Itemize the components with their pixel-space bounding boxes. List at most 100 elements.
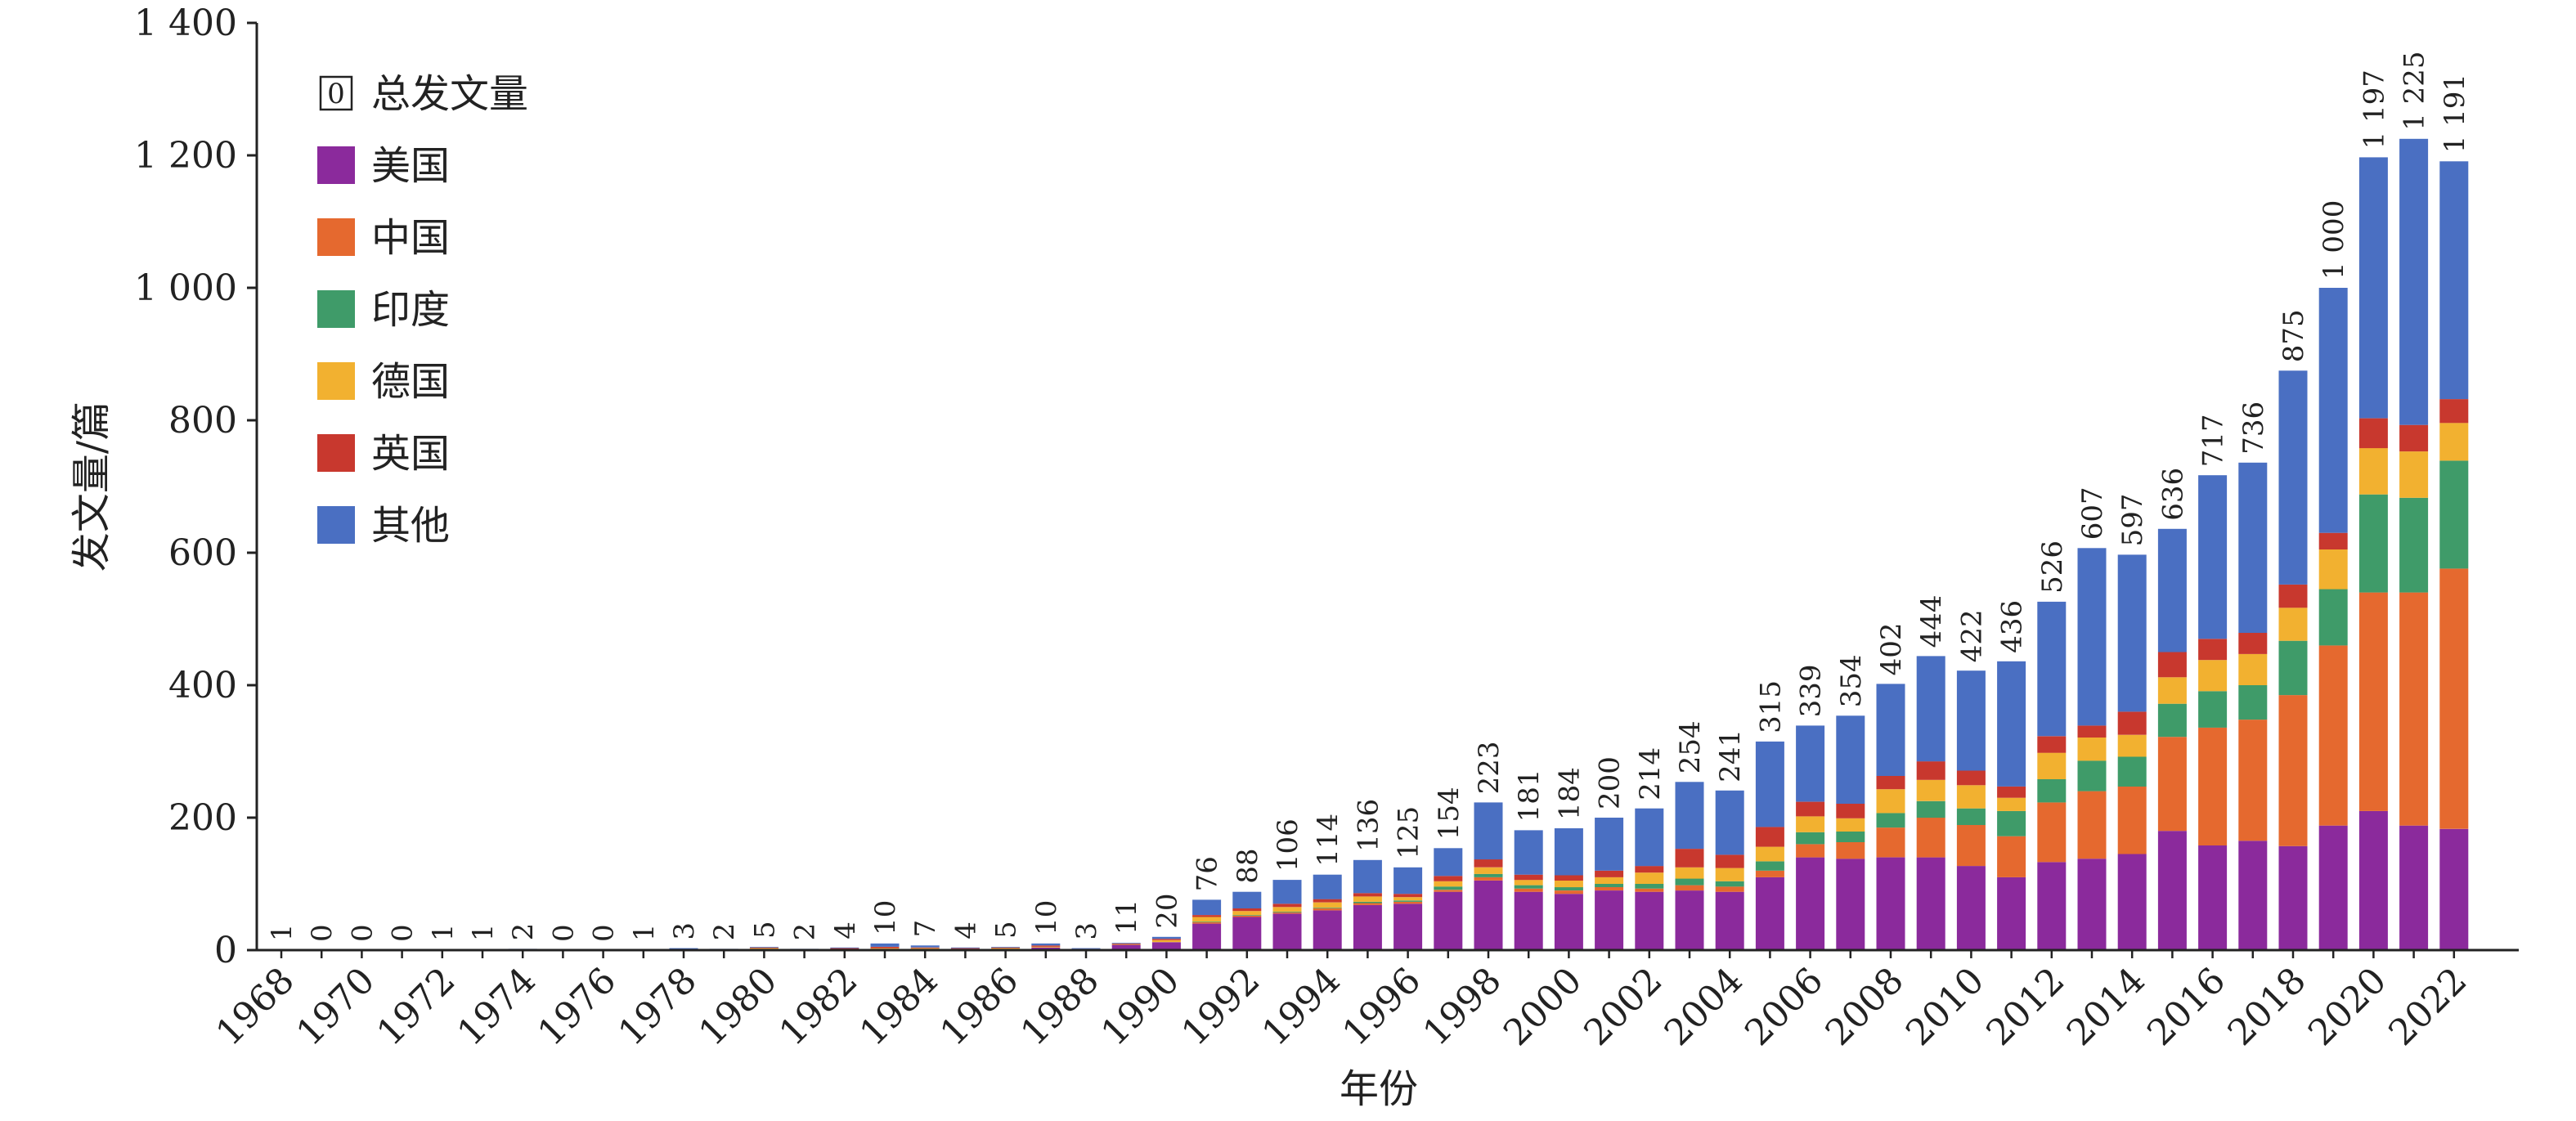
x-tick-label: 2008 (1818, 960, 1912, 1054)
total-data-label: 214 (1634, 747, 1667, 800)
bar-segment (2198, 660, 2228, 692)
bar-segment (1635, 872, 1664, 884)
bar-segment (1393, 900, 1423, 902)
bar-segment (870, 948, 900, 949)
total-data-label: 0 (588, 924, 621, 942)
legend-swatch (317, 146, 355, 184)
total-data-label: 422 (1955, 609, 1988, 662)
total-data-label: 636 (2156, 468, 2189, 521)
bar-segment (1997, 786, 2026, 798)
legend-swatch (317, 434, 355, 472)
total-data-label: 1 197 (2358, 70, 2390, 149)
total-data-label: 106 (1272, 818, 1304, 872)
total-data-label: 354 (1835, 654, 1868, 707)
bar-segment (910, 948, 940, 949)
bar-segment (2238, 633, 2268, 654)
y-axis-title: 发文量/篇 (69, 401, 114, 572)
bar-segment (1836, 715, 1865, 804)
bar-segment (1997, 810, 2026, 836)
bar-segment (1232, 915, 1262, 917)
y-tick-label: 200 (168, 797, 237, 839)
bar-segment (2198, 475, 2228, 639)
total-data-label: 0 (547, 924, 580, 942)
bar-segment (2318, 589, 2348, 646)
bar-segment (1192, 899, 1222, 915)
bar-segment (1836, 818, 1865, 832)
bar-segment (1232, 917, 1262, 950)
bar-segment (2278, 584, 2308, 608)
bar-segment (1675, 885, 1704, 891)
total-data-label: 315 (1754, 680, 1787, 733)
bar-segment (1514, 874, 1543, 881)
bar-segment (1755, 877, 1784, 950)
bar-segment (1232, 908, 1262, 912)
bar-segment (1755, 827, 1784, 847)
bar-segment (749, 947, 779, 948)
total-data-label: 76 (1192, 856, 1224, 891)
bar-segment (1675, 878, 1704, 886)
bar-segment (2399, 138, 2429, 425)
total-data-label: 597 (2116, 493, 2149, 546)
bar-segment (1272, 907, 1302, 912)
bar-segment (1836, 859, 1865, 950)
bar-segment (991, 947, 1021, 948)
legend-total-symbol: 0 (327, 78, 345, 110)
bar-segment (1796, 725, 1825, 802)
bar-segment (1876, 776, 1905, 790)
bar-segment (2117, 711, 2147, 735)
bar-segment (1474, 873, 1503, 877)
bar-segment (1353, 903, 1382, 905)
bar-segment (950, 948, 980, 949)
total-data-label: 1 (266, 924, 298, 942)
bar-segment (910, 945, 940, 948)
x-tick-label: 1998 (1416, 960, 1510, 1054)
bar-segment (1434, 848, 1463, 877)
bar-segment (1474, 859, 1503, 868)
bar-segment (1916, 656, 1945, 762)
bar-segment (2358, 157, 2388, 419)
bar-segment (1232, 911, 1262, 916)
bar-segment (1796, 832, 1825, 845)
bar-segment (2117, 756, 2147, 787)
bar-segment (1192, 915, 1222, 917)
total-data-label: 875 (2278, 309, 2310, 362)
bar-segment (1353, 896, 1382, 902)
bar-segment (1715, 881, 1744, 887)
bar-segment (2318, 532, 2348, 549)
legend-label: 其他 (371, 503, 450, 549)
bar-segment (1151, 942, 1181, 950)
bar-segment (2399, 497, 2429, 593)
total-data-label: 10 (1030, 900, 1063, 935)
x-tick-label: 2016 (2139, 960, 2233, 1054)
bar-segment (2037, 752, 2067, 779)
x-tick-label: 1980 (691, 960, 785, 1054)
total-data-label: 717 (2197, 414, 2230, 467)
total-data-label: 125 (1393, 806, 1425, 859)
x-tick-label: 1970 (289, 960, 383, 1054)
total-data-label: 3 (1070, 922, 1103, 940)
total-data-label: 11 (1111, 899, 1143, 935)
bar-segment (1876, 789, 1905, 814)
legend-swatch (317, 506, 355, 544)
bar-segment (1474, 802, 1503, 860)
bar-segment (1635, 808, 1664, 867)
total-data-label: 2 (507, 923, 540, 941)
legend-swatch (317, 218, 355, 256)
bar-segment (1313, 874, 1342, 899)
y-tick-label: 0 (214, 930, 237, 971)
bar-segment (1595, 890, 1624, 950)
y-tick-label: 1 400 (134, 2, 237, 44)
bar-segment (1353, 859, 1382, 894)
bar-segment (1675, 849, 1704, 868)
x-tick-label: 1972 (369, 960, 463, 1054)
legend-swatch (317, 290, 355, 328)
bar-segment (1554, 894, 1583, 950)
bar-segment (2037, 779, 2067, 803)
bar-segment (2238, 653, 2268, 685)
bar-segment (2117, 734, 2147, 757)
bar-segment (1715, 886, 1744, 892)
total-data-label: 223 (1473, 741, 1506, 794)
total-data-label: 1 (427, 924, 460, 942)
bar-segment (1916, 818, 1945, 858)
